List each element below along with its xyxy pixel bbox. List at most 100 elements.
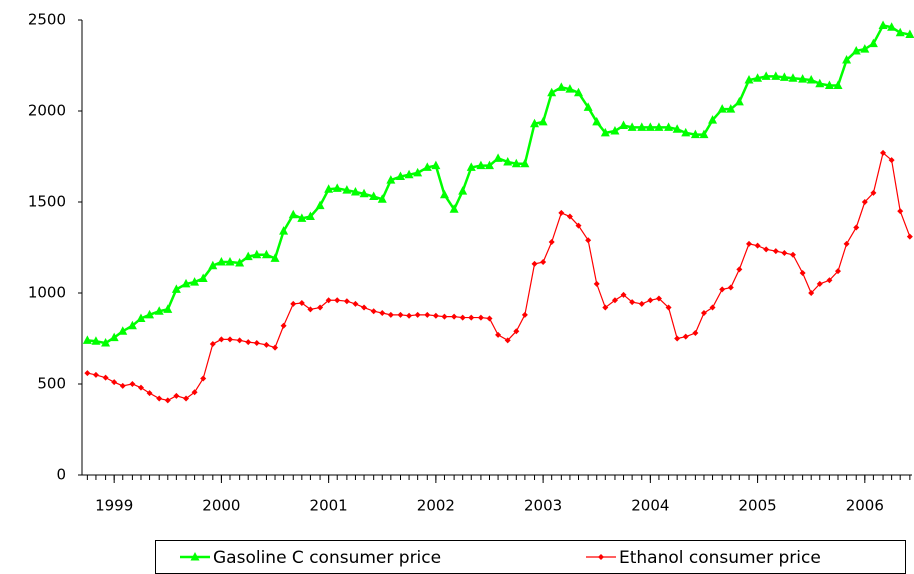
diamond-marker <box>263 341 270 348</box>
triangle-marker <box>458 186 468 195</box>
diamond-marker <box>504 337 511 344</box>
diamond-marker <box>558 209 565 216</box>
diamond-marker <box>566 213 573 220</box>
triangle-marker <box>511 158 521 168</box>
diamond-marker <box>209 340 216 347</box>
diamond-marker <box>746 240 753 247</box>
diamond-marker <box>334 297 341 304</box>
diamond-marker <box>387 311 394 318</box>
diamond-marker <box>638 300 645 307</box>
y-tick-label: 0 <box>56 466 66 484</box>
x-tick-label: 2001 <box>310 497 348 515</box>
diamond-marker <box>843 240 850 247</box>
triangle-marker <box>627 122 637 131</box>
diamond-marker <box>397 311 404 318</box>
triangle-marker <box>332 183 342 192</box>
triangle-marker <box>708 115 718 124</box>
diamond-marker <box>781 249 788 256</box>
triangle-marker <box>530 118 540 128</box>
triangle-marker <box>815 78 825 88</box>
diamond-marker <box>451 313 458 320</box>
diamond-marker <box>611 297 618 304</box>
triangle-marker <box>895 27 905 37</box>
triangle-marker <box>699 129 709 139</box>
diamond-marker <box>129 381 136 387</box>
diamond-marker <box>218 336 225 343</box>
diamond-marker <box>548 239 555 246</box>
diamond-marker <box>137 384 144 391</box>
triangle-marker <box>431 160 441 170</box>
triangle-marker <box>422 162 432 171</box>
diamond-marker <box>414 311 421 318</box>
triangle-marker <box>127 320 137 330</box>
triangle-marker <box>600 127 610 137</box>
diamond-marker <box>692 330 699 337</box>
triangle-marker <box>386 175 396 184</box>
triangle-marker <box>868 38 878 48</box>
diamond-marker <box>307 306 314 313</box>
triangle-marker <box>324 184 334 193</box>
triangle-marker <box>753 73 763 82</box>
diamond-marker <box>406 312 413 319</box>
triangle-marker <box>779 72 789 81</box>
triangle-marker <box>297 213 307 222</box>
triangle-marker <box>565 84 575 93</box>
triangle-marker <box>851 45 861 55</box>
triangle-marker <box>91 336 101 345</box>
diamond-marker <box>808 290 815 296</box>
diamond-marker <box>799 269 806 276</box>
diamond-marker <box>164 397 171 404</box>
triangle-marker <box>181 278 191 288</box>
triangle-marker <box>833 80 843 90</box>
diamond-marker <box>379 310 386 317</box>
legend-label: Gasoline C consumer price <box>213 548 441 568</box>
triangle-marker <box>573 87 583 97</box>
triangle-marker <box>342 185 352 194</box>
x-tick-label: 2006 <box>846 497 884 515</box>
diamond-marker <box>156 395 163 402</box>
triangle-marker <box>190 552 200 561</box>
triangle-marker <box>771 71 781 80</box>
diamond-marker <box>441 313 448 320</box>
triangle-marker <box>82 335 92 344</box>
triangle-marker <box>109 332 119 342</box>
diamond-marker <box>290 300 297 307</box>
triangle-marker <box>503 156 513 166</box>
diamond-marker <box>119 382 126 389</box>
diamond-marker <box>424 311 431 318</box>
triangle-marker <box>305 211 315 221</box>
triangle-marker <box>270 253 280 262</box>
diamond-marker <box>861 199 868 205</box>
diamond-marker <box>298 300 305 307</box>
triangle-marker <box>734 96 744 106</box>
diamond-marker <box>486 315 493 322</box>
triangle-marker <box>798 74 808 83</box>
triangle-marker <box>377 194 387 203</box>
diamond-marker <box>280 322 287 329</box>
triangle-marker <box>101 338 111 347</box>
diamond-marker <box>173 392 180 399</box>
y-tick-label: 1000 <box>28 284 66 302</box>
triangle-marker <box>547 87 557 97</box>
triangle-marker <box>905 29 914 39</box>
diamond-marker <box>200 375 207 382</box>
triangle-marker <box>476 160 486 170</box>
triangle-marker <box>744 75 754 84</box>
triangle-marker <box>637 122 647 131</box>
triangle-marker <box>672 124 682 133</box>
triangle-marker <box>136 313 146 322</box>
series-line <box>87 151 911 402</box>
triangle-marker <box>163 304 173 313</box>
diamond-marker <box>236 337 243 344</box>
triangle-marker <box>359 188 369 198</box>
diamond-marker <box>682 333 689 340</box>
diamond-marker <box>880 149 887 156</box>
diamond-marker <box>245 339 252 346</box>
legend-label: Ethanol consumer price <box>619 548 821 568</box>
diamond-marker <box>84 370 91 377</box>
y-tick-label: 1500 <box>28 193 66 211</box>
diamond-marker <box>111 379 118 386</box>
triangle-marker <box>681 127 691 137</box>
x-tick-label: 2002 <box>417 497 455 515</box>
triangle-marker <box>369 191 379 201</box>
